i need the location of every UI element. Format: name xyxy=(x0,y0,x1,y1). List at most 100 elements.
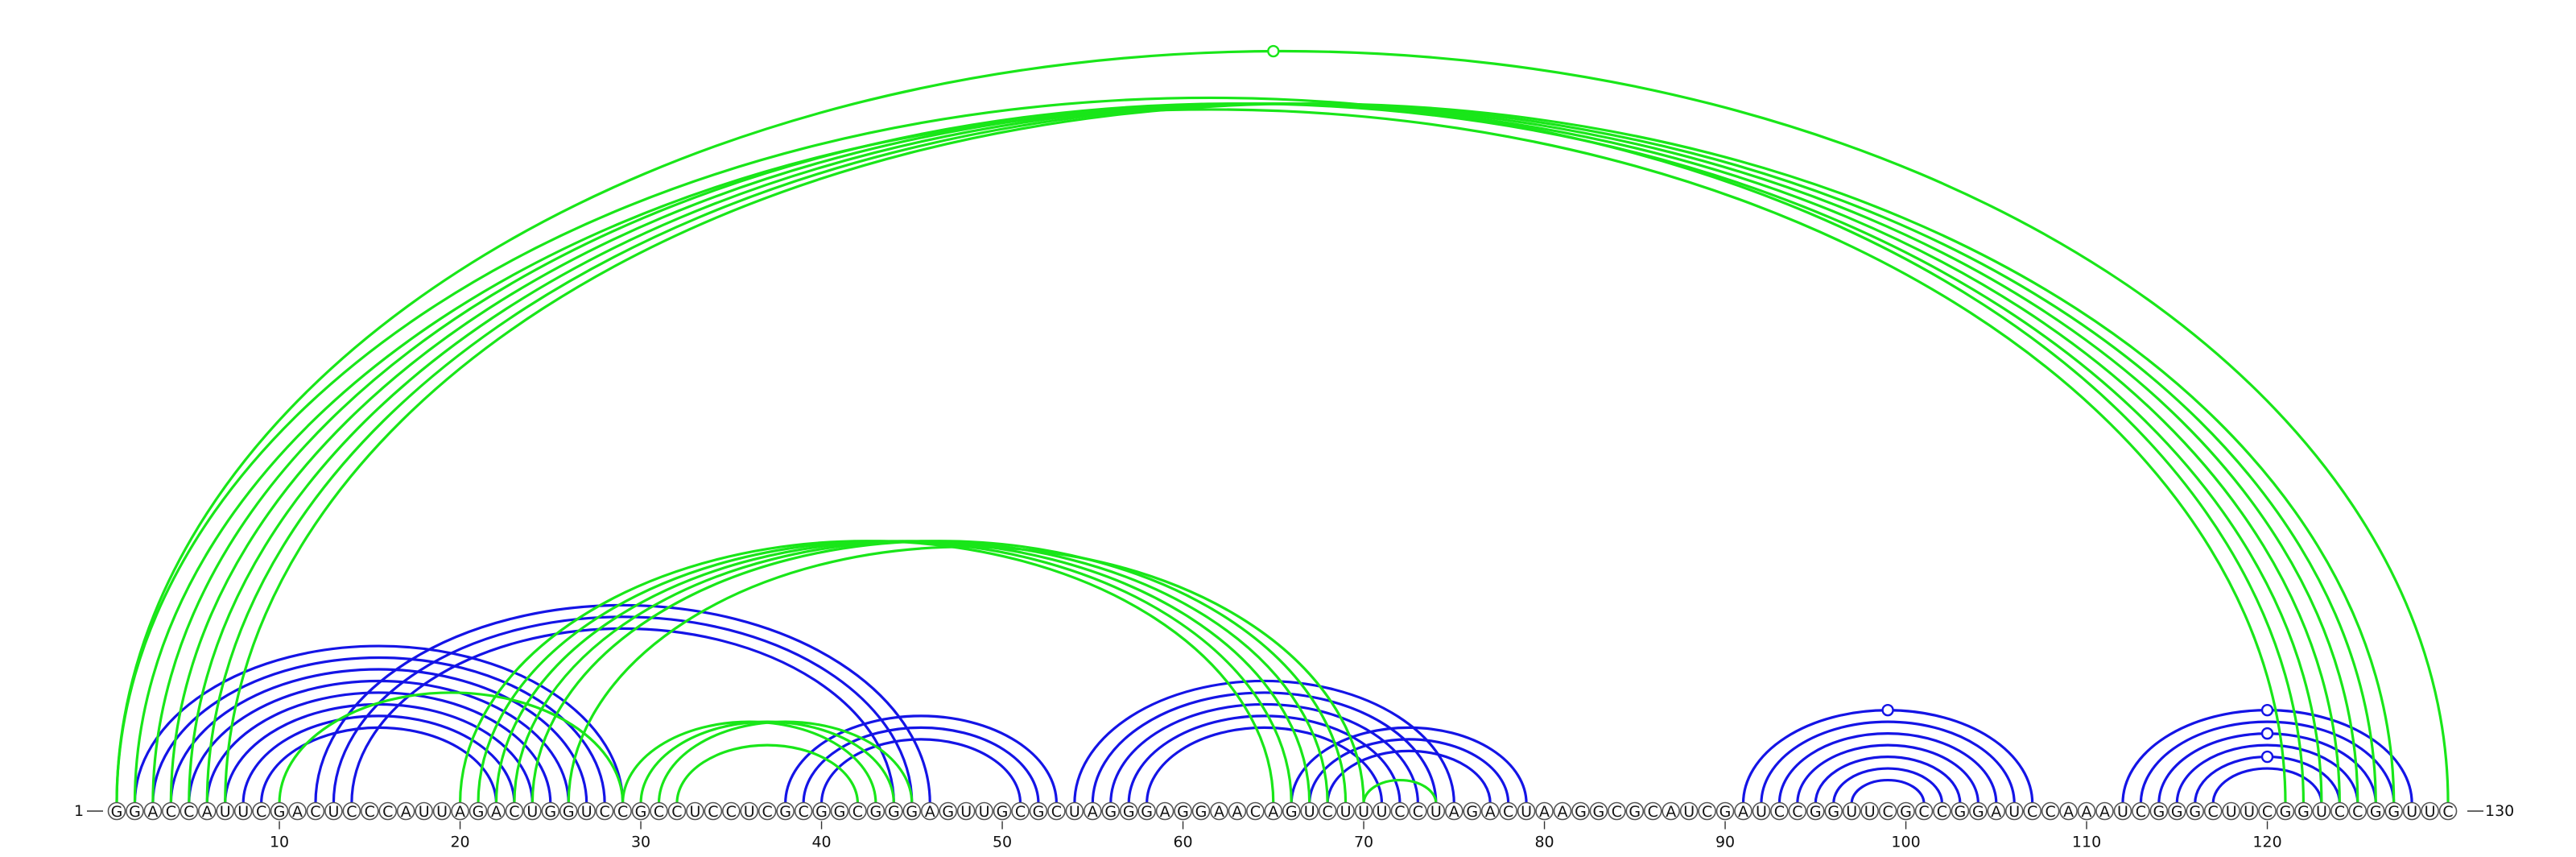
nucleotide-letter-16: C xyxy=(382,803,393,821)
nucleotide-33 xyxy=(686,801,704,821)
nucleotide-117 xyxy=(2203,801,2223,821)
nucleotide-letter-15: C xyxy=(365,803,375,821)
nucleotide-62 xyxy=(1210,801,1228,821)
blue-arc-92-106 xyxy=(1760,720,2016,804)
blue-arc-4-27 xyxy=(169,668,588,804)
nucleotide-letter-107: C xyxy=(2027,803,2037,821)
blue-arc-12-46 xyxy=(314,603,931,804)
nucleotide-53 xyxy=(1047,801,1066,821)
start-position-label: 1 xyxy=(74,802,84,820)
nucleotide-4 xyxy=(162,801,180,821)
nucleotide-8 xyxy=(233,801,253,821)
green-arc-4-124 xyxy=(169,102,2341,804)
nucleotide-6 xyxy=(197,801,217,821)
nucleotide-67 xyxy=(1300,801,1319,821)
nucleotide-115 xyxy=(2168,801,2186,821)
nucleotide-18 xyxy=(415,801,433,821)
nucleotide-49 xyxy=(975,801,993,821)
nucleotide-89 xyxy=(1698,801,1716,821)
tick-label-40: 40 xyxy=(811,834,831,851)
nucleotide-83 xyxy=(1589,801,1608,821)
green-arc-6-126 xyxy=(205,102,2377,804)
nucleotide-128 xyxy=(2402,801,2421,821)
nucleotide-106 xyxy=(2004,801,2024,821)
nucleotide-109 xyxy=(2059,801,2078,821)
nucleotide-letter-68: C xyxy=(1323,803,1333,821)
nucleotide-letter-59: A xyxy=(1160,803,1170,821)
blue-arc-57-72 xyxy=(1127,714,1402,804)
nucleotide-15 xyxy=(360,801,379,821)
nucleotide-letter-58: G xyxy=(1141,803,1153,821)
blue-arc-54-75 xyxy=(1073,679,1455,804)
blue-arc-94-104 xyxy=(1796,743,1979,804)
tick-label-20: 20 xyxy=(450,834,469,851)
nucleotide-21 xyxy=(469,801,488,821)
nucleotide-letter-21: G xyxy=(473,803,485,821)
nucleotide-92 xyxy=(1752,801,1771,821)
nucleotide-76 xyxy=(1463,801,1482,821)
nucleotide-letter-22: A xyxy=(491,803,502,821)
nucleotide-letter-90: G xyxy=(1719,803,1732,821)
blue-arc-95-103 xyxy=(1814,755,1962,804)
nucleotide-124 xyxy=(2330,801,2349,821)
nucleotide-letter-52: G xyxy=(1033,803,1045,821)
nucleotide-letter-92: U xyxy=(1756,803,1767,821)
nucleotide-letter-61: G xyxy=(1195,803,1208,821)
nucleotide-125 xyxy=(2348,801,2368,821)
nucleotide-letter-119: U xyxy=(2244,803,2255,821)
nucleotide-letter-9: C xyxy=(256,803,266,821)
nucleotide-118 xyxy=(2222,801,2240,821)
nucleotide-72 xyxy=(1390,801,1410,821)
nucleotide-34 xyxy=(704,801,723,821)
nucleotide-letter-17: A xyxy=(401,803,411,821)
nucleotide-80 xyxy=(1535,801,1554,821)
nucleotide-20 xyxy=(451,801,469,821)
nucleotide-letter-77: A xyxy=(1485,803,1496,821)
nucleotide-letter-99: C xyxy=(1882,803,1893,821)
blue-arc-marker xyxy=(2260,727,2274,740)
nucleotide-letter-80: A xyxy=(1539,803,1550,821)
nucleotide-60 xyxy=(1174,801,1192,821)
nucleotide-letter-117: C xyxy=(2208,803,2219,821)
nucleotide-letter-97: U xyxy=(1846,803,1857,821)
nucleotide-letter-20: A xyxy=(455,803,465,821)
nucleotide-letter-65: A xyxy=(1268,803,1278,821)
nucleotide-84 xyxy=(1608,801,1626,821)
nucleotide-letter-115: G xyxy=(2171,803,2183,821)
nucleotide-2 xyxy=(126,801,144,821)
nucleotide-letter-40: G xyxy=(815,803,828,821)
nucleotide-16 xyxy=(378,801,398,821)
nucleotide-letter-113: C xyxy=(2136,803,2146,821)
nucleotide-letter-23: C xyxy=(509,803,519,821)
nucleotide-64 xyxy=(1246,801,1265,821)
nucleotide-29 xyxy=(613,801,632,821)
green-arc-32-42 xyxy=(675,743,860,804)
blue-arc-marker xyxy=(2260,750,2274,764)
nucleotide-61 xyxy=(1191,801,1211,821)
nucleotide-letter-60: G xyxy=(1177,803,1189,821)
nucleotide-letter-105: A xyxy=(1991,803,2001,821)
nucleotide-98 xyxy=(1860,801,1879,821)
nucleotide-126 xyxy=(2366,801,2385,821)
blue-arc-67-78 xyxy=(1308,738,1510,804)
nucleotide-letter-37: C xyxy=(762,803,773,821)
nucleotide-letter-46: A xyxy=(925,803,935,821)
nucleotide-letter-87: A xyxy=(1666,803,1676,821)
nucleotide-letter-110: A xyxy=(2082,803,2092,821)
nucleotide-letter-120: C xyxy=(2262,803,2273,821)
nucleotide-letter-85: G xyxy=(1629,803,1641,821)
nucleotide-letter-38: G xyxy=(779,803,791,821)
nucleotide-letter-18: U xyxy=(419,803,430,821)
nucleotide-63 xyxy=(1228,801,1247,821)
nucleotide-letter-89: C xyxy=(1702,803,1712,821)
nucleotide-26 xyxy=(559,801,578,821)
nucleotide-77 xyxy=(1480,801,1500,821)
nucleotide-letter-35: C xyxy=(726,803,737,821)
nucleotide-letter-55: A xyxy=(1088,803,1098,821)
nucleotide-letter-88: U xyxy=(1683,803,1695,821)
nucleotide-letter-32: C xyxy=(671,803,682,821)
nucleotide-letter-19: U xyxy=(436,803,448,821)
green-arc-7-127 xyxy=(224,102,2396,804)
